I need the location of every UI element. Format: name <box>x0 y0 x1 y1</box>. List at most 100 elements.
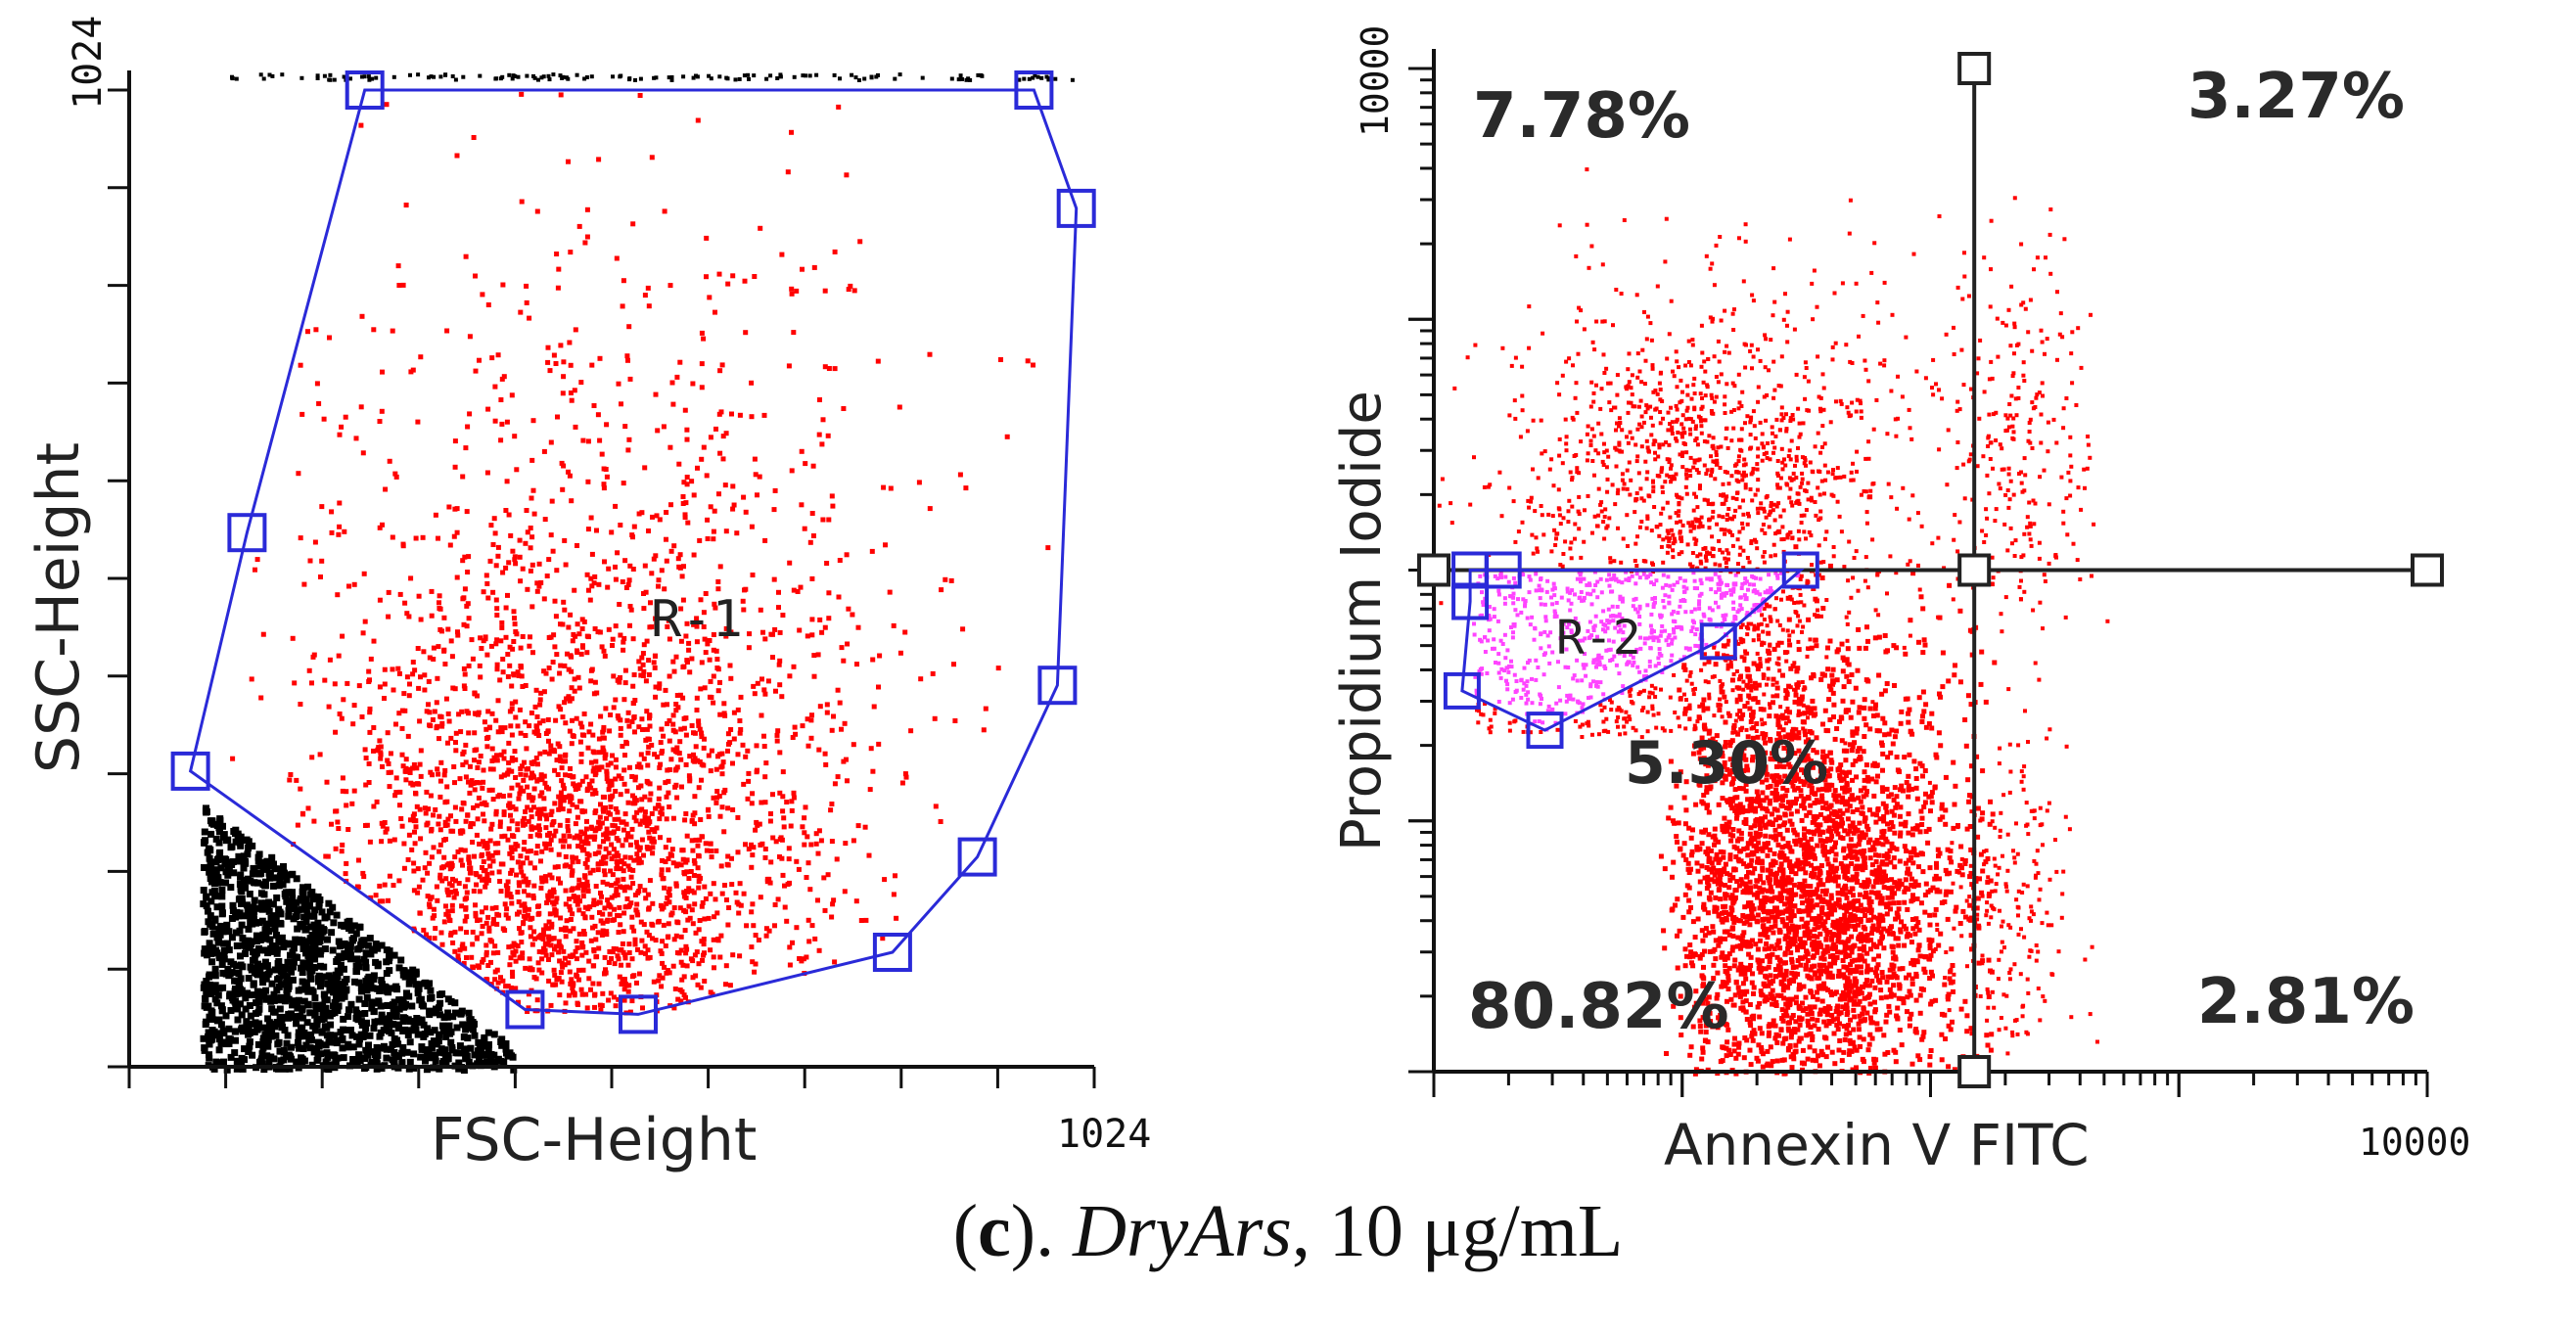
debris-event <box>305 912 313 920</box>
event <box>1716 839 1722 845</box>
gated-event <box>951 662 956 667</box>
saturated-event <box>958 73 963 78</box>
gated-event <box>567 844 572 850</box>
debris-event <box>316 962 324 970</box>
event <box>1829 992 1834 998</box>
event <box>1809 780 1814 786</box>
event <box>1760 769 1766 775</box>
gated-event <box>684 889 689 895</box>
gated-event <box>613 757 619 762</box>
gated-event <box>321 416 327 422</box>
gated-event <box>682 817 688 823</box>
gated-event <box>436 535 440 541</box>
gated-event <box>761 412 767 418</box>
gated-event <box>575 648 579 654</box>
gated-event <box>638 919 644 925</box>
debris-event <box>207 945 214 953</box>
gated-event <box>615 826 621 832</box>
debris-event <box>357 941 365 948</box>
debris-event <box>259 858 267 866</box>
gated-event <box>648 791 654 797</box>
debris-event <box>287 1053 295 1061</box>
gated-event <box>574 972 579 978</box>
gated-event <box>464 914 470 920</box>
gated-event <box>622 558 628 564</box>
debris-event <box>246 1002 253 1009</box>
gated-event <box>761 744 767 749</box>
debris-event <box>352 1014 360 1022</box>
gated-event <box>380 763 385 769</box>
debris-event <box>299 1060 306 1068</box>
gated-event <box>568 390 574 395</box>
event <box>1799 916 1805 922</box>
gated-event <box>513 806 519 812</box>
gated-event <box>568 917 574 922</box>
gated-event <box>427 722 433 728</box>
gated-event <box>646 303 652 309</box>
gated-event <box>674 795 680 801</box>
gated-event <box>565 818 571 823</box>
gated-event <box>417 910 423 916</box>
gated-event <box>500 794 506 799</box>
debris-event <box>346 1027 354 1033</box>
gated-event <box>510 833 515 839</box>
debris-event <box>382 984 390 991</box>
gated-event <box>552 907 558 913</box>
event <box>1804 908 1810 914</box>
debris-event <box>306 959 314 967</box>
debris-event <box>360 937 368 944</box>
gated-event <box>528 967 532 973</box>
debris-event <box>366 935 374 942</box>
gated-event <box>428 769 434 775</box>
event <box>1876 864 1882 870</box>
debris-event <box>464 1034 472 1042</box>
gated-event <box>694 623 700 629</box>
debris-event <box>486 1057 494 1065</box>
gated-event <box>711 937 716 942</box>
debris-event <box>330 1002 337 1010</box>
gated-event <box>809 632 815 638</box>
gated-event <box>603 706 609 712</box>
gated-event <box>487 766 493 772</box>
gated-event <box>561 798 567 804</box>
debris-event <box>291 905 299 913</box>
debris-event <box>357 1010 365 1018</box>
gated-event <box>525 882 530 888</box>
debris-event <box>258 905 266 913</box>
gated-event <box>629 774 635 779</box>
gated-event <box>777 790 783 796</box>
gated-event <box>800 824 805 830</box>
gated-event <box>610 949 616 955</box>
gated-event <box>722 482 728 488</box>
gated-event <box>621 278 626 284</box>
gated-event <box>802 815 807 821</box>
gate-handle <box>1056 188 1096 228</box>
debris-event <box>353 1033 361 1040</box>
gated-event <box>608 868 614 874</box>
gated-event <box>402 600 408 606</box>
gated-event <box>306 667 312 673</box>
debris-event <box>247 877 254 885</box>
gated-event <box>390 534 395 540</box>
gated-event <box>494 637 500 643</box>
debris-event <box>207 1007 215 1015</box>
gated-event <box>298 362 303 368</box>
gated-event <box>749 864 755 870</box>
gated-event <box>391 837 397 843</box>
gated-event <box>521 873 527 879</box>
event <box>1736 989 1742 995</box>
gated-event <box>513 842 519 848</box>
gated-event <box>337 432 343 437</box>
gated-event <box>414 804 420 809</box>
debris-event <box>308 889 316 896</box>
gated-event <box>766 928 772 934</box>
gated-event <box>767 818 773 824</box>
gated-event <box>605 836 611 842</box>
debris-event <box>465 1058 473 1066</box>
gated-event <box>570 986 575 990</box>
gated-event <box>606 626 612 632</box>
debris-event <box>206 981 213 988</box>
saturated-event <box>862 76 867 81</box>
gated-event <box>619 946 624 952</box>
gated-event <box>580 943 586 949</box>
